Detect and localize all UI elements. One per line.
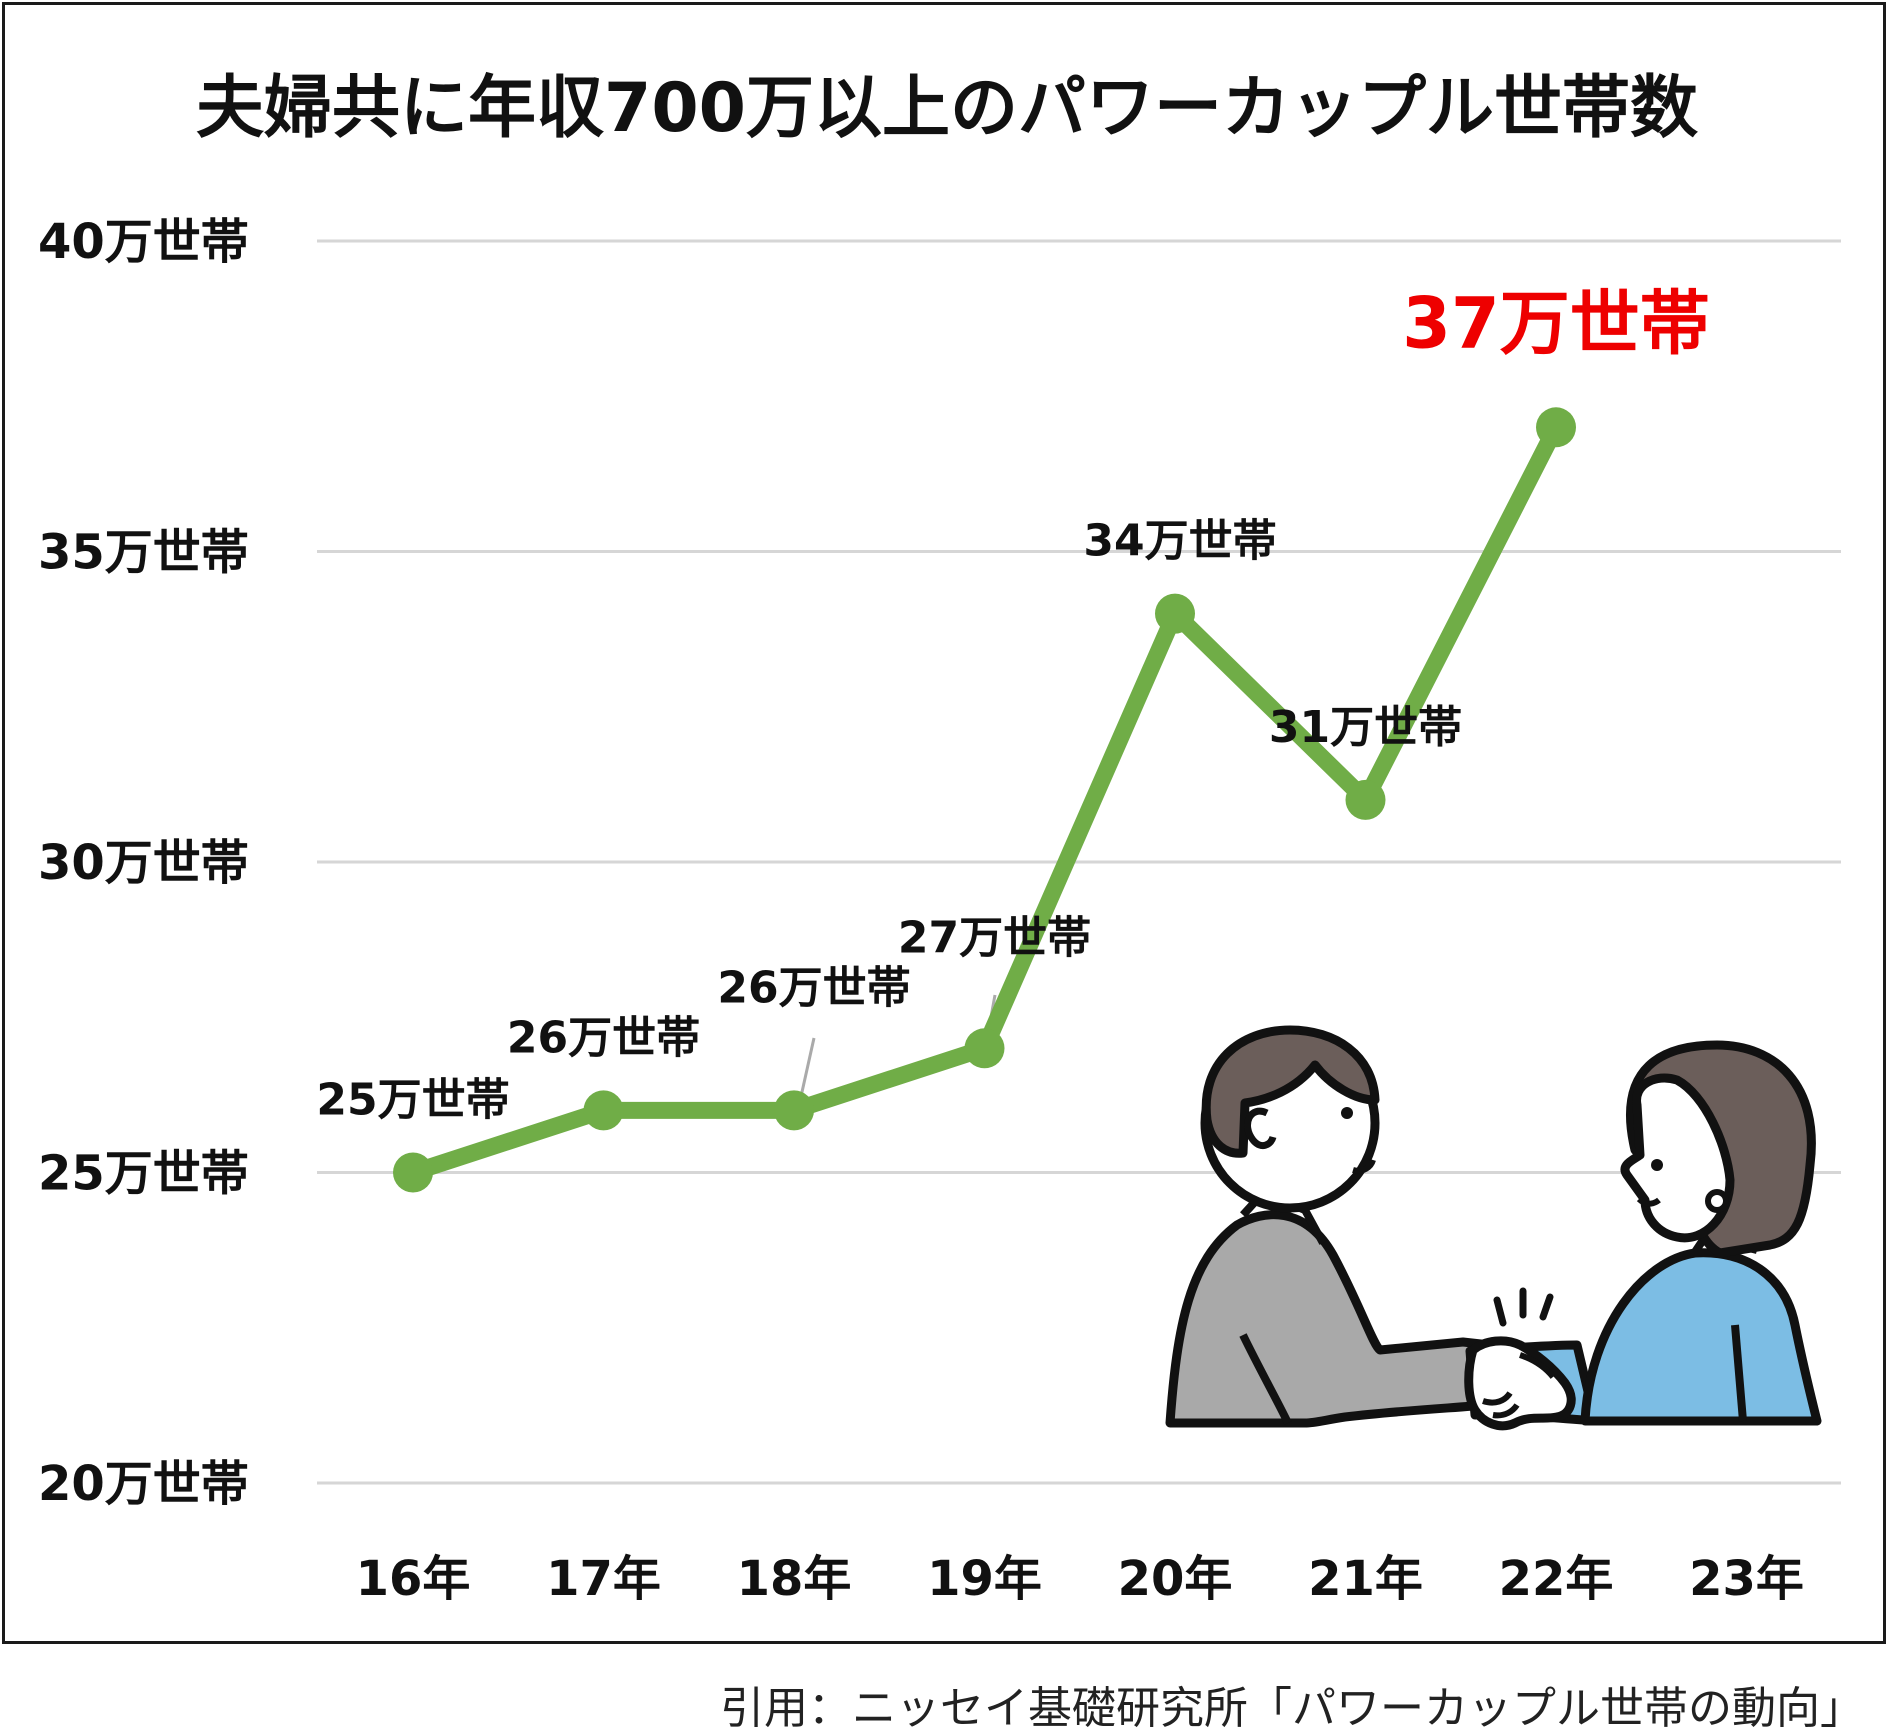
data-label: 26万世帯 xyxy=(507,1012,700,1063)
data-point xyxy=(583,1090,624,1131)
x-axis-ticks: 16年 17年 18年 19年 20年 21年 22年 23年 xyxy=(356,1551,1804,1607)
data-label: 34万世帯 xyxy=(1083,516,1276,567)
data-point xyxy=(1345,779,1386,820)
line-chart: 夫婦共に年収700万以上のパワーカップル世帯数 40万世帯 35万世帯 30万世帯 2… xyxy=(38,69,1841,1607)
woman-earring xyxy=(1705,1189,1729,1213)
man-ear xyxy=(1244,1107,1277,1150)
y-tick-label: 20万世帯 xyxy=(38,1456,249,1512)
data-label: 25万世帯 xyxy=(316,1075,509,1126)
data-label-highlight: 37万世帯 xyxy=(1402,282,1709,364)
handshake-illustration xyxy=(1165,1025,1822,1431)
y-tick-label: 35万世帯 xyxy=(38,525,249,581)
chart-title: 夫婦共に年収700万以上のパワーカップル世帯数 xyxy=(196,69,1698,148)
data-point xyxy=(964,1028,1005,1069)
source-note: 引用：ニッセイ基礎研究所「パワーカップル世帯の動向」 xyxy=(720,1683,1864,1734)
data-point xyxy=(1536,407,1576,448)
data-label: 31万世帯 xyxy=(1269,702,1462,753)
chart-frame: 夫婦共に年収700万以上のパワーカップル世帯数 40万世帯 35万世帯 30万世帯 2… xyxy=(2,2,1886,1644)
x-tick-label: 17年 xyxy=(546,1551,661,1607)
man-eye xyxy=(1341,1107,1353,1119)
x-tick-label: 23年 xyxy=(1689,1551,1804,1607)
y-tick-label: 25万世帯 xyxy=(38,1146,249,1202)
x-tick-label: 19年 xyxy=(927,1551,1042,1607)
x-tick-label: 21年 xyxy=(1308,1551,1423,1607)
data-label: 26万世帯 xyxy=(717,962,910,1013)
woman-eye xyxy=(1651,1159,1663,1171)
x-tick-label: 16年 xyxy=(356,1551,471,1607)
man-body xyxy=(1165,1210,1495,1428)
x-tick-label: 20年 xyxy=(1118,1551,1233,1607)
sparkle-lines xyxy=(1493,1287,1554,1327)
woman-arm-line xyxy=(1731,1324,1747,1422)
x-tick-label: 22年 xyxy=(1499,1551,1614,1607)
data-point xyxy=(1155,593,1195,634)
man-mouth xyxy=(1352,1158,1376,1174)
handshake-fingers xyxy=(1482,1352,1556,1419)
man-arm-line xyxy=(1239,1333,1292,1425)
grid-layer xyxy=(317,239,1841,1485)
data-series xyxy=(393,407,1576,1193)
y-axis-ticks: 40万世帯 35万世帯 30万世帯 25万世帯 20万世帯 xyxy=(38,214,249,1512)
y-tick-label: 40万世帯 xyxy=(38,214,249,270)
data-point xyxy=(774,1090,814,1131)
woman-torso xyxy=(1580,1248,1822,1426)
man-hair xyxy=(1201,1025,1380,1158)
x-tick-label: 18年 xyxy=(737,1551,852,1607)
data-label: 27万世帯 xyxy=(898,912,1091,963)
data-point xyxy=(393,1152,433,1193)
woman-mouth xyxy=(1636,1196,1661,1207)
y-tick-label: 30万世帯 xyxy=(38,835,249,891)
woman-face xyxy=(1620,1073,1735,1243)
